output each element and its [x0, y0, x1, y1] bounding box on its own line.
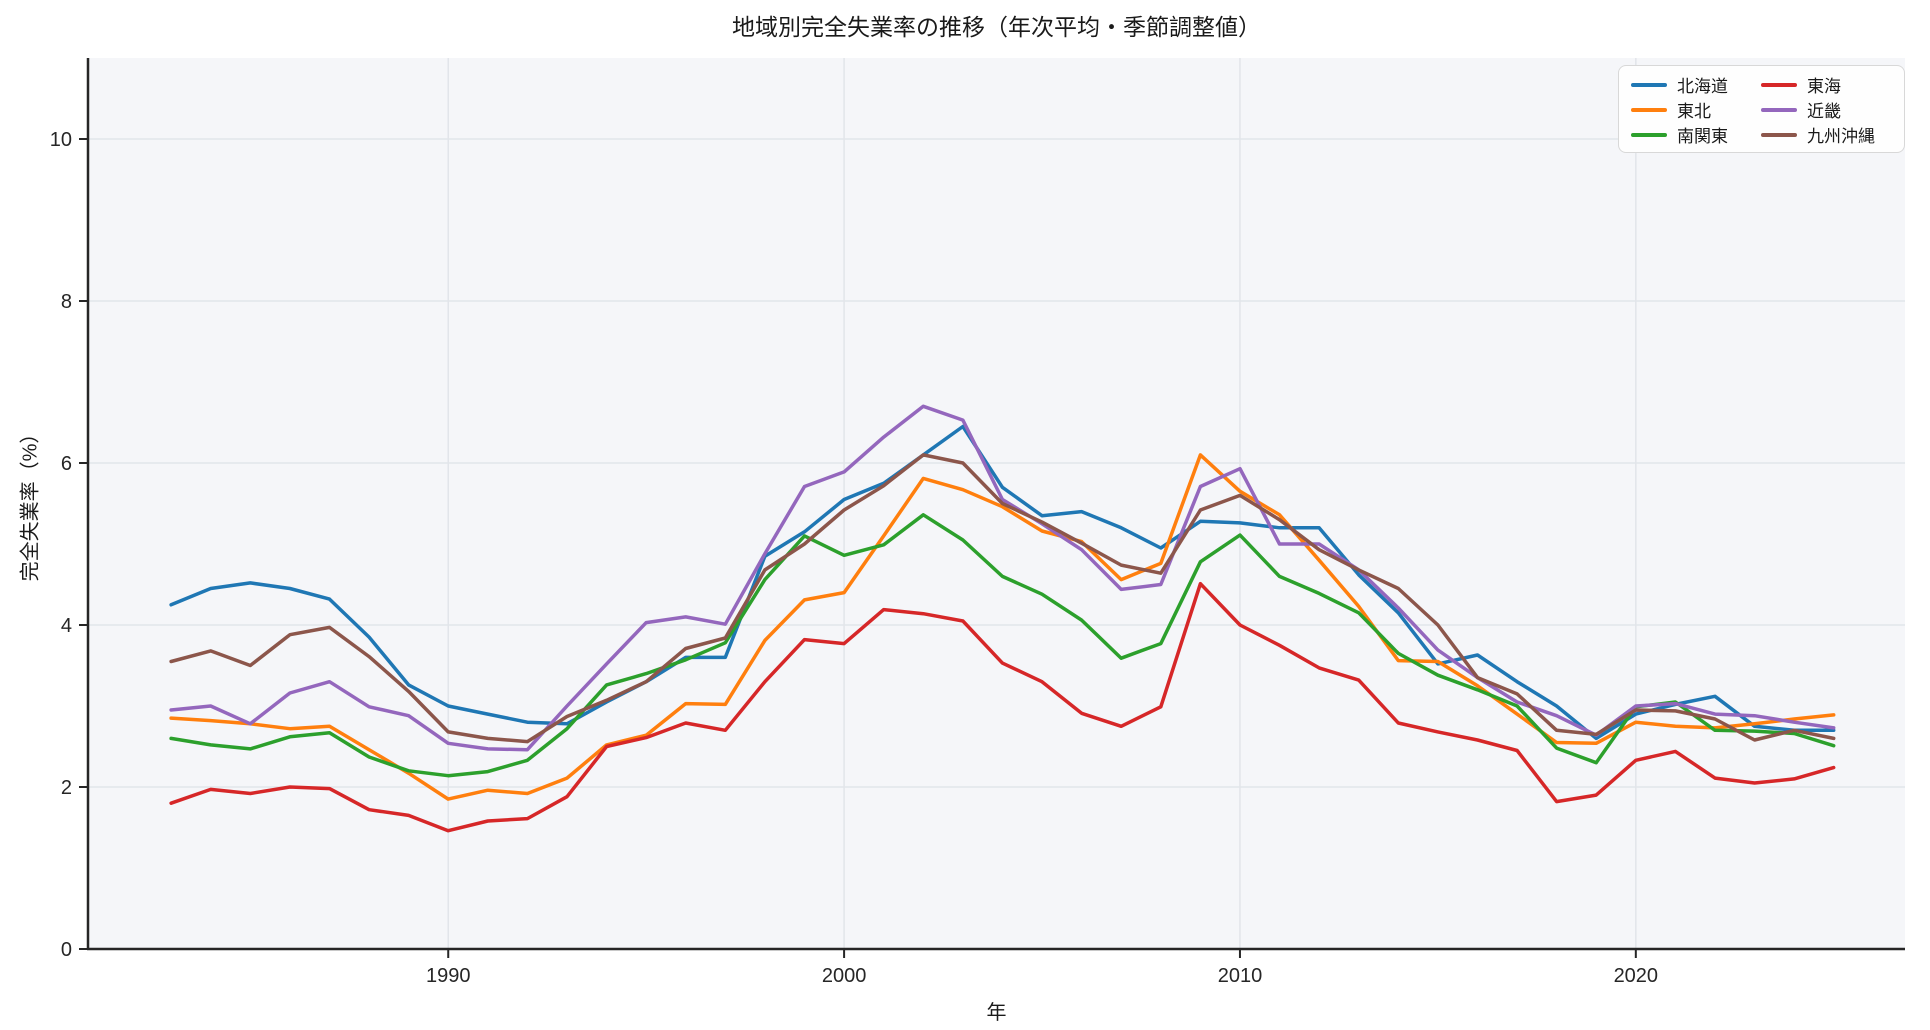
legend-label-tokai: 東海	[1807, 77, 1841, 96]
x-tick-label: 1990	[426, 965, 471, 987]
legend-item-hokkaido: 北海道	[1631, 72, 1745, 97]
y-tick-label: 6	[61, 453, 72, 475]
series-line-tokai	[169, 581, 1836, 833]
legend-label-minami-kanto: 南関東	[1677, 127, 1728, 146]
legend-label-kinki: 近畿	[1807, 102, 1841, 121]
legend: 北海道東北南関東 東海近畿九州沖縄	[1618, 65, 1905, 153]
legend-swatch-tokai	[1761, 82, 1797, 87]
legend-item-kyushu-okinawa: 九州沖縄	[1761, 122, 1892, 147]
legend-swatch-hokkaido	[1631, 82, 1667, 87]
series-line-hokkaido	[169, 424, 1836, 741]
series-line-kyushu-okinawa	[169, 453, 1836, 744]
legend-item-kinki: 近畿	[1761, 97, 1892, 122]
legend-swatch-kinki	[1761, 107, 1797, 112]
legend-label-tohoku: 東北	[1677, 102, 1711, 121]
y-tick-label: 2	[61, 777, 72, 799]
legend-item-tokai: 東海	[1761, 72, 1892, 97]
chart-title: 地域別完全失業率の推移（年次平均・季節調整値）	[732, 14, 1261, 40]
y-tick-label: 4	[61, 615, 72, 637]
x-axis-label: 年	[986, 1002, 1007, 1024]
legend-label-kyushu-okinawa: 九州沖縄	[1807, 127, 1875, 146]
series-line-minami-kanto	[169, 513, 1836, 778]
x-tick-label: 2000	[822, 965, 867, 987]
y-axis-label: 完全失業率（%）	[19, 423, 42, 582]
legend-item-minami-kanto: 南関東	[1631, 122, 1745, 147]
x-tick-label: 2010	[1218, 965, 1263, 987]
legend-swatch-tohoku	[1631, 107, 1667, 112]
y-tick-label: 10	[50, 129, 72, 151]
x-tick-label: 2020	[1614, 965, 1659, 987]
legend-item-tohoku: 東北	[1631, 97, 1745, 122]
series-line-kinki	[169, 404, 1836, 752]
series-line-tohoku	[169, 453, 1836, 801]
legend-label-hokkaido: 北海道	[1677, 77, 1728, 96]
y-tick-label: 0	[61, 939, 72, 961]
y-tick-label: 8	[61, 291, 72, 313]
legend-swatch-minami-kanto	[1631, 132, 1667, 137]
legend-swatch-kyushu-okinawa	[1761, 132, 1797, 137]
